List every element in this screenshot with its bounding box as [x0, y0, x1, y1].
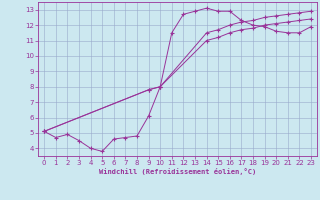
X-axis label: Windchill (Refroidissement éolien,°C): Windchill (Refroidissement éolien,°C)	[99, 168, 256, 175]
